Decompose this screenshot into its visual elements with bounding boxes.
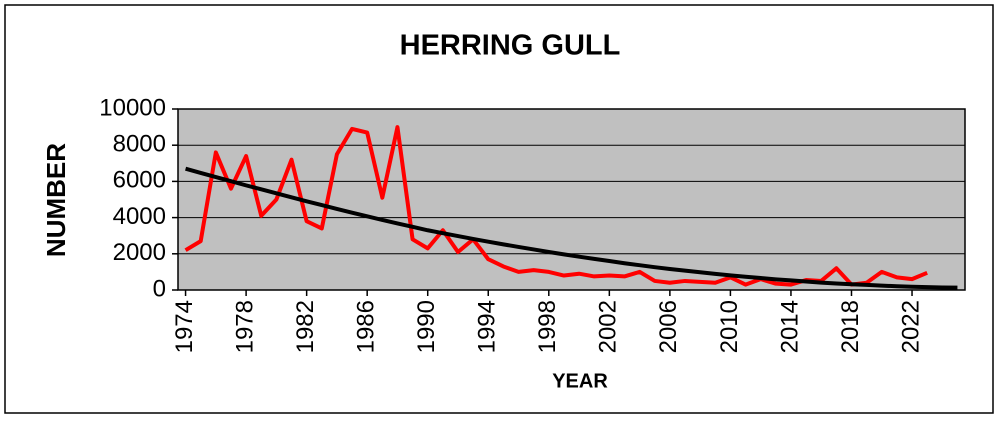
x-tick-label: 2010 — [716, 300, 743, 353]
x-tick-label: 1994 — [474, 300, 501, 353]
x-tick-label: 1990 — [413, 300, 440, 353]
x-tick-label: 1974 — [171, 300, 198, 353]
y-tick-label: 6000 — [113, 167, 166, 194]
y-axis-label: NUMBER — [41, 143, 71, 257]
y-tick-label: 10000 — [99, 94, 166, 121]
x-tick-label: 1998 — [534, 300, 561, 353]
x-tick-label: 2002 — [595, 300, 622, 353]
x-tick-label: 2014 — [776, 300, 803, 353]
x-tick-label: 2022 — [897, 300, 924, 353]
x-tick-label: 1978 — [231, 300, 258, 353]
y-tick-label: 0 — [153, 275, 166, 302]
x-tick-label: 1986 — [353, 300, 380, 353]
x-tick-label: 1982 — [292, 300, 319, 353]
y-tick-label: 2000 — [113, 239, 166, 266]
data-line — [185, 166, 958, 290]
chart-title: HERRING GULL — [400, 30, 621, 62]
y-tick-label: 4000 — [113, 203, 166, 230]
x-axis-label: YEAR — [552, 370, 608, 392]
x-tick-label: 2018 — [837, 300, 864, 353]
y-tick-label: 8000 — [113, 131, 166, 158]
plot-area — [177, 108, 966, 291]
x-tick-label: 2006 — [655, 300, 682, 353]
